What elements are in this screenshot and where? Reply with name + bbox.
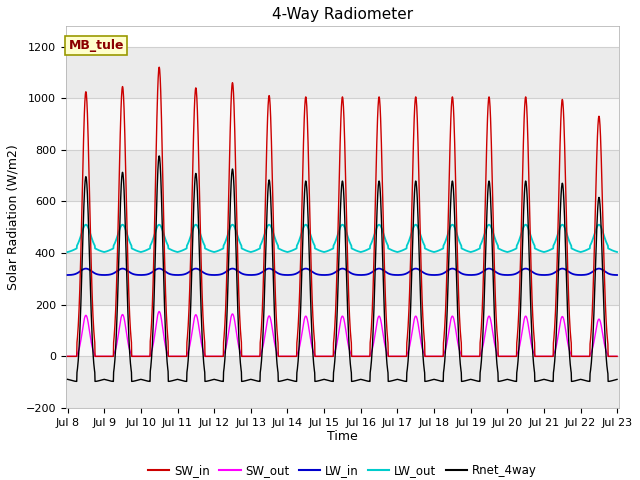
Rnet_4way [156,153,163,159]
Rnet_4way [218,378,225,384]
Rnet_4way [613,376,621,382]
SW_in [371,245,378,251]
LW_out [565,237,573,242]
Rnet_4way [502,377,510,383]
SW_out [565,345,573,350]
SW_out [580,353,588,359]
SW_out [613,353,621,359]
Rnet_4way [358,377,366,383]
Title: 4-Way Radiometer: 4-Way Radiometer [272,7,413,22]
SW_in [580,353,588,359]
LW_in [371,268,378,274]
LW_out [358,249,366,254]
LW_in [502,272,510,278]
SW_out [217,353,225,359]
LW_in [217,271,225,277]
Bar [66,98,619,150]
LW_out [64,249,72,255]
SW_out [64,353,72,359]
SW_in [156,64,163,70]
Line: SW_out: SW_out [68,312,617,356]
Rnet_4way [565,342,573,348]
SW_out [358,353,366,359]
Bar [66,202,619,253]
LW_in [565,269,573,275]
SW_in [502,353,510,359]
LW_in [580,272,588,278]
Bar [66,305,619,356]
Bar [66,253,619,305]
SW_in [358,353,366,359]
Line: Rnet_4way: Rnet_4way [68,156,617,382]
LW_out [217,247,225,252]
Line: SW_in: SW_in [68,67,617,356]
Line: LW_out: LW_out [68,225,617,252]
LW_out [502,249,510,254]
Bar [66,150,619,202]
LW_out [371,232,378,238]
Line: LW_in: LW_in [68,269,617,275]
Rnet_4way [64,376,72,382]
LW_out [82,222,90,228]
X-axis label: Time: Time [327,431,358,444]
SW_in [565,297,573,302]
SW_out [156,309,163,314]
LW_in [358,272,366,278]
Legend: SW_in, SW_out, LW_in, LW_out, Rnet_4way: SW_in, SW_out, LW_in, LW_out, Rnet_4way [143,460,541,480]
Text: MB_tule: MB_tule [68,39,124,52]
Bar [66,47,619,98]
Rnet_4way [580,377,588,383]
Rnet_4way [371,289,378,295]
LW_in [613,272,621,278]
LW_in [82,266,90,272]
LW_out [580,248,588,254]
SW_in [217,353,225,359]
SW_in [64,353,72,359]
Bar [66,356,619,408]
SW_out [371,336,378,342]
Rnet_4way [73,379,81,384]
LW_out [613,249,621,255]
Y-axis label: Solar Radiation (W/m2): Solar Radiation (W/m2) [7,144,20,290]
SW_in [613,353,621,359]
SW_out [502,353,510,359]
LW_in [64,272,72,278]
